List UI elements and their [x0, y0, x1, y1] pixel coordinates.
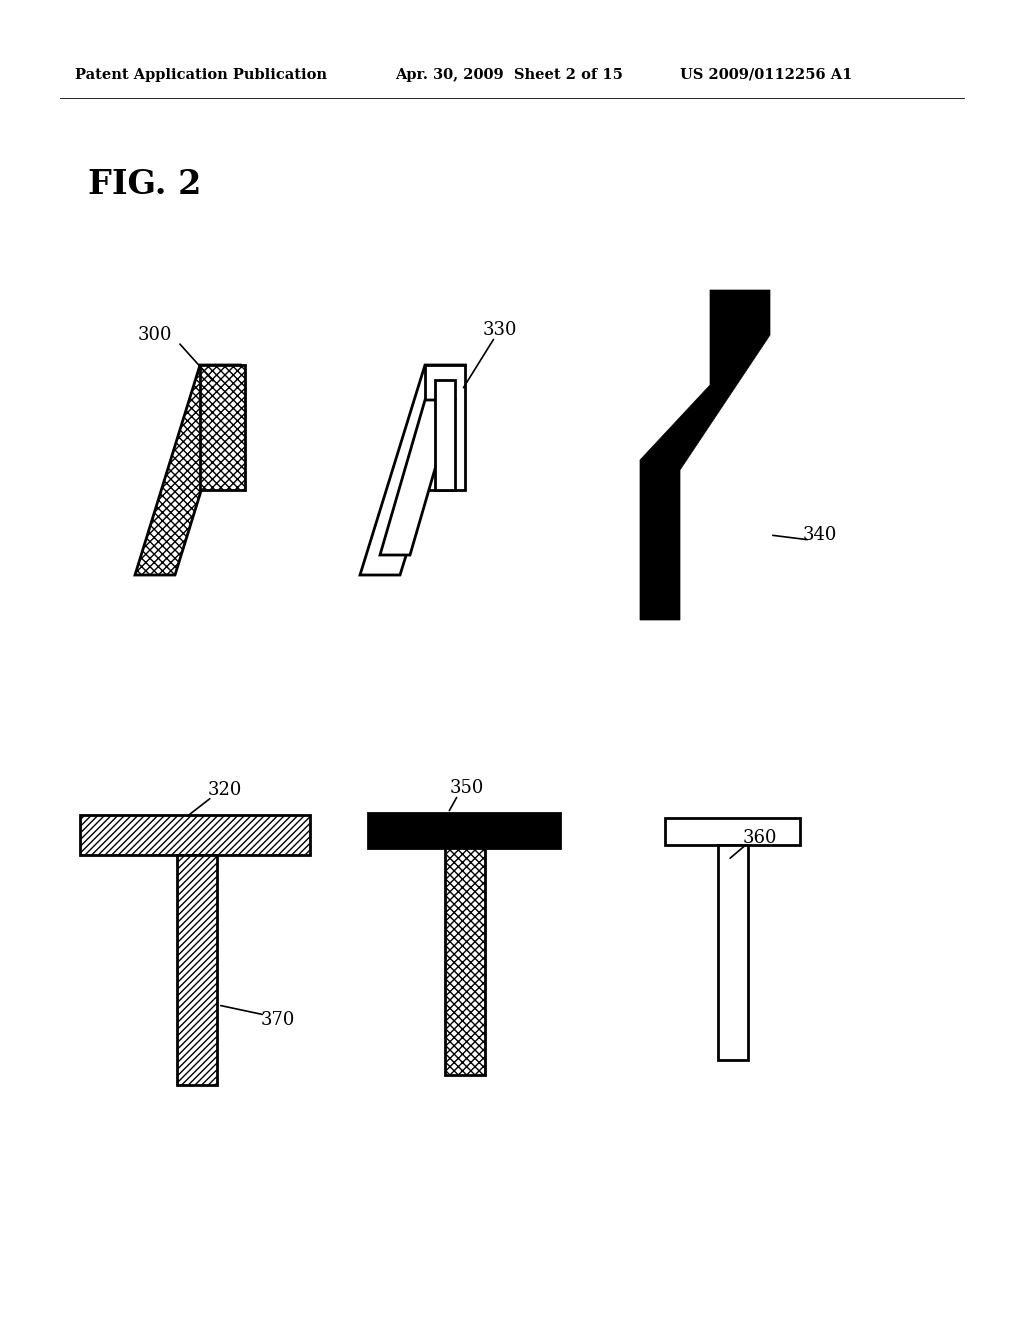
Text: US 2009/0112256 A1: US 2009/0112256 A1 [680, 69, 852, 82]
Text: 370: 370 [261, 1011, 295, 1030]
Polygon shape [718, 845, 748, 1060]
Text: Patent Application Publication: Patent Application Publication [75, 69, 327, 82]
Polygon shape [368, 813, 560, 847]
Polygon shape [135, 366, 240, 576]
Text: 320: 320 [208, 781, 243, 799]
Text: FIG. 2: FIG. 2 [88, 169, 202, 202]
Polygon shape [445, 847, 485, 1074]
Text: 360: 360 [742, 829, 777, 847]
Text: 300: 300 [138, 326, 172, 345]
Text: 340: 340 [803, 525, 838, 544]
Polygon shape [177, 855, 217, 1085]
Text: 350: 350 [450, 779, 484, 797]
Polygon shape [425, 366, 465, 490]
Polygon shape [435, 380, 455, 490]
Text: 330: 330 [482, 321, 517, 339]
Text: Apr. 30, 2009  Sheet 2 of 15: Apr. 30, 2009 Sheet 2 of 15 [395, 69, 623, 82]
Polygon shape [200, 366, 245, 490]
Polygon shape [360, 366, 465, 576]
Polygon shape [380, 400, 455, 554]
Polygon shape [640, 290, 770, 620]
Polygon shape [665, 818, 800, 845]
Polygon shape [80, 814, 310, 855]
